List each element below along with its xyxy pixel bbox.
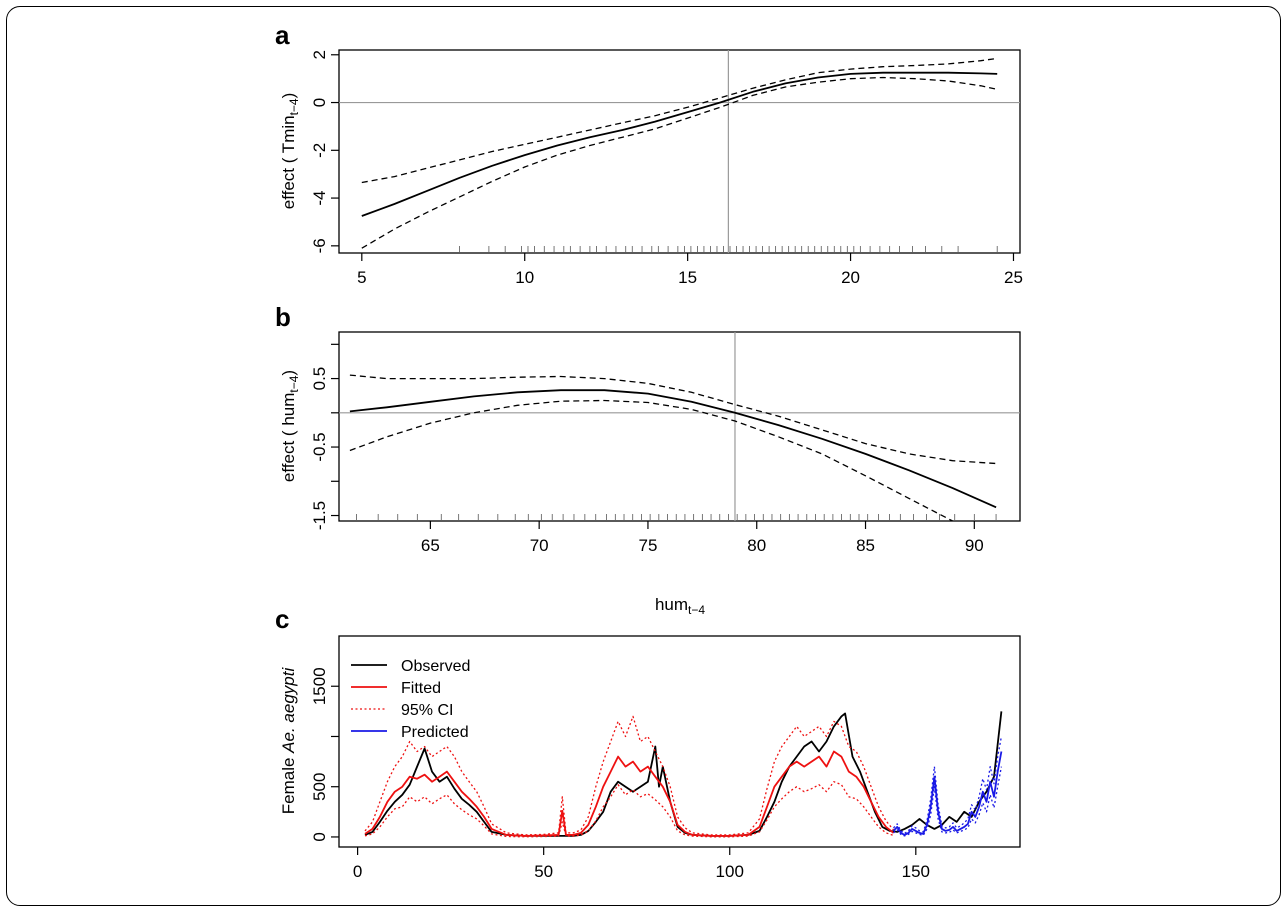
panel-c-x-tick-label: 150 — [902, 862, 930, 881]
panel-b-plot-box — [338, 331, 1021, 522]
legend: Observed Fitted 95% CI Predicted — [351, 658, 470, 741]
panel-c-x-tick-label: 100 — [716, 862, 744, 881]
panel-a-x-tick-label: 5 — [357, 268, 366, 287]
panel-c-y-tick-label: 1500 — [310, 667, 329, 705]
panel-c-y-tick-label: 0 — [310, 832, 329, 841]
panel-a-y-tick-label: -4 — [310, 191, 329, 206]
panel-b-y-tick-label: -0.5 — [310, 432, 329, 461]
legend-label: 95% CI — [401, 702, 453, 719]
panel-b-series-confidence-band-1 — [349, 374, 997, 465]
panel-a-series-confidence-band-2 — [361, 76, 998, 249]
panel-c-series-predicted-6 — [893, 766, 1003, 837]
panel-c-plot-box — [338, 635, 1021, 848]
panel-b-y-tick-label: -1.5 — [310, 501, 329, 530]
panel-b-xlabel: humt−4 — [655, 595, 705, 617]
panel-b-x-tick-label: 70 — [530, 536, 549, 555]
panel-a-marks: 5 10 15 20 25 -6 -4 -2 0 2 — [310, 50, 1023, 287]
panel-c-series-predicted-4 — [892, 751, 1003, 836]
panel-c-series-predicted-5 — [893, 736, 1003, 835]
panel-b-series-fit-0 — [349, 389, 997, 509]
panel-a-plot-box — [338, 49, 1021, 254]
panel-a-x-tick-label: 15 — [678, 268, 697, 287]
panel-c-label: c — [275, 604, 289, 634]
legend-label: Fitted — [401, 680, 441, 697]
panel-b-ylabel: effect ( humt−4) — [279, 370, 301, 482]
panel-a-y-tick-label: -6 — [310, 238, 329, 253]
panel-b-x-tick-label: 65 — [421, 536, 440, 555]
panel-c-series-observed-0 — [364, 711, 1003, 837]
panel-b-x-tick-label: 80 — [747, 536, 766, 555]
legend-label: Predicted — [401, 724, 469, 741]
panel-b-y-tick-label: 0.5 — [310, 367, 329, 391]
panel-a-x-tick-label: 10 — [515, 268, 534, 287]
panel-a-series-fit-0 — [361, 71, 998, 217]
panel-b-marks: 65 70 75 80 85 90 -1.5 -0.5 0.5 — [310, 332, 1020, 555]
panel-b: b effect ( humt−4) humt−4 65 70 75 80 85 90 -1… — [275, 302, 1021, 617]
panel-b-x-tick-label: 85 — [856, 536, 875, 555]
panel-a-y-tick-label: -2 — [310, 143, 329, 158]
panel-a-y-tick-label: 0 — [310, 98, 329, 107]
panel-b-x-tick-label: 75 — [638, 536, 657, 555]
panel-c-x-tick-label: 0 — [353, 862, 362, 881]
panel-a-series-confidence-band-1 — [361, 57, 998, 184]
panel-a-x-tick-label: 20 — [841, 268, 860, 287]
panel-b-label: b — [275, 302, 291, 332]
panel-b-x-tick-label: 90 — [965, 536, 984, 555]
figure-svg: a effect ( Tmint−4) 5 10 15 20 25 -6 -4 -2 0 2 b … — [275, 20, 1023, 881]
panel-c-x-tick-label: 50 — [534, 862, 553, 881]
panel-a-ylabel: effect ( Tmint−4) — [279, 93, 301, 210]
legend-label: Observed — [401, 658, 470, 675]
panel-c-series-95-ci-2 — [364, 715, 894, 836]
panel-c-y-tick-label: 500 — [310, 773, 329, 801]
panel-c-series-fitted-1 — [364, 750, 895, 837]
panel-b-series-confidence-band-2 — [349, 399, 955, 521]
panel-a-y-tick-label: 2 — [310, 50, 329, 59]
panel-c-ylabel: Female Ae. aegypti — [279, 667, 298, 815]
panel-a-label: a — [275, 20, 290, 50]
panel-a: a effect ( Tmint−4) 5 10 15 20 25 -6 -4 -2 0 2 — [275, 20, 1023, 287]
panel-a-x-tick-label: 25 — [1004, 268, 1023, 287]
